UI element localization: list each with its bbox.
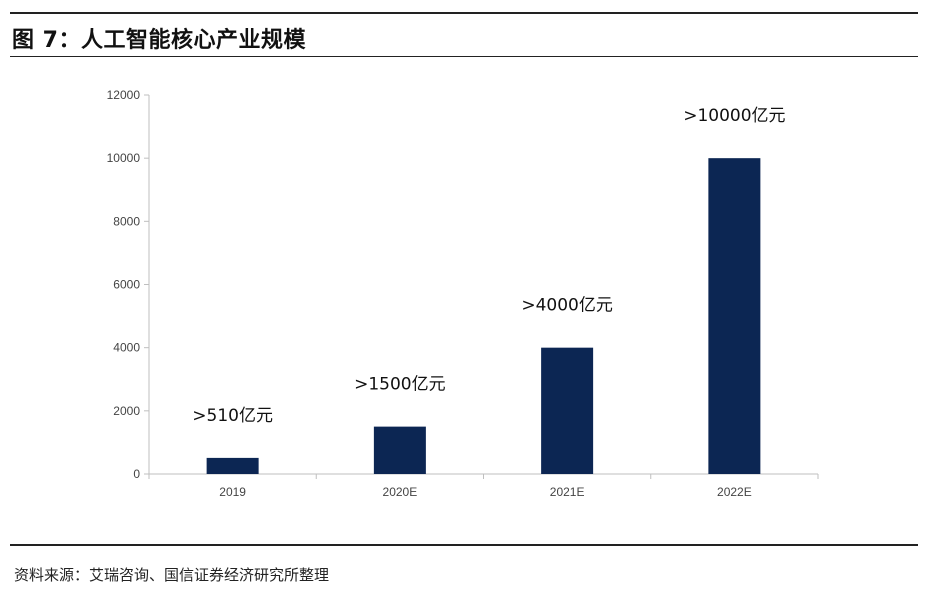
x-tick-label: 2020E — [383, 485, 418, 499]
bar-chart: 0 2000 4000 6000 8000 10000 12000 2019 2020E 202… — [107, 88, 819, 499]
bars — [206, 158, 761, 474]
y-axis: 0 2000 4000 6000 8000 10000 12000 — [107, 88, 150, 481]
y-tick-label: 2000 — [113, 404, 140, 418]
source-note: 资料来源：艾瑞咨询、国信证券经济研究所整理 — [14, 566, 330, 584]
data-label: >10000亿元 — [683, 106, 785, 126]
x-tick-label: 2021E — [550, 485, 585, 499]
data-label: >1500亿元 — [354, 375, 446, 395]
y-tick-label: 6000 — [113, 278, 140, 292]
bar — [206, 457, 259, 474]
bar — [373, 426, 426, 474]
data-labels: >510亿元 >1500亿元 >4000亿元 >10000亿元 — [192, 106, 785, 426]
figure-title: 图 7：人工智能核心产业规模 — [12, 28, 306, 53]
bar — [541, 347, 594, 474]
title-rule — [10, 56, 918, 57]
x-tick-label: 2022E — [717, 485, 752, 499]
y-tick-label: 10000 — [107, 151, 141, 165]
top-rule — [10, 12, 918, 14]
data-label: >510亿元 — [192, 406, 273, 426]
data-label: >4000亿元 — [521, 296, 613, 316]
y-tick-label: 4000 — [113, 341, 140, 355]
bar — [708, 158, 761, 474]
y-tick-label: 0 — [133, 467, 140, 481]
bottom-rule — [10, 544, 918, 546]
x-axis: 2019 2020E 2021E 2022E — [148, 473, 819, 499]
y-tick-label: 12000 — [107, 88, 141, 102]
x-tick-label: 2019 — [219, 485, 246, 499]
y-tick-label: 8000 — [113, 214, 140, 228]
